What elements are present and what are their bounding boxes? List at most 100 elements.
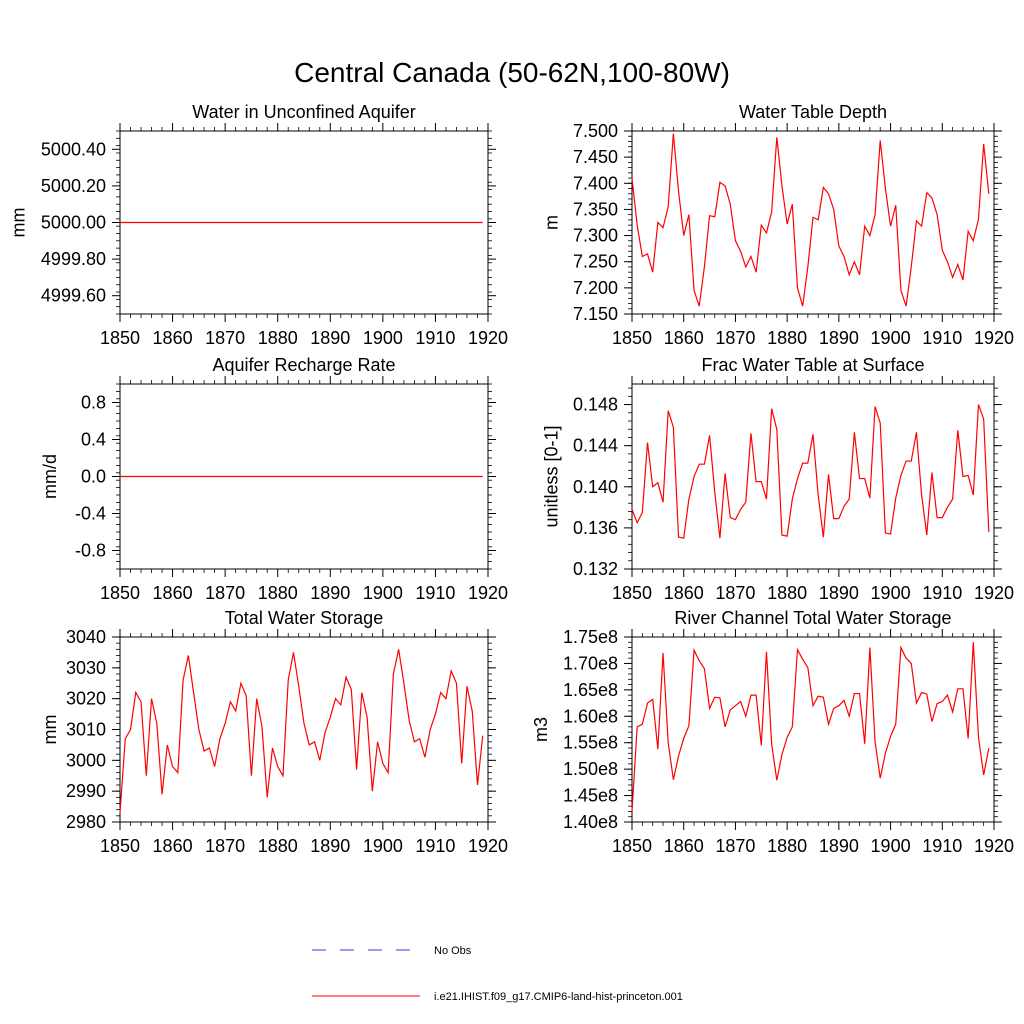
x-tick-label: 1880 bbox=[767, 583, 807, 603]
x-tick-label: 1890 bbox=[819, 583, 859, 603]
chart-panel: River Channel Total Water Storage 1850 186… bbox=[531, 608, 1014, 856]
x-tick-label: 1920 bbox=[468, 836, 508, 856]
x-tick-label: 1910 bbox=[415, 836, 455, 856]
series-line bbox=[119, 649, 484, 813]
x-tick-label: 1920 bbox=[468, 328, 508, 348]
y-axis-label: mm/d bbox=[40, 454, 60, 499]
x-tick-label: 1860 bbox=[153, 836, 193, 856]
y-tick-label: -0.4 bbox=[75, 504, 106, 524]
y-tick-label: 2980 bbox=[66, 812, 106, 832]
x-tick-label: 1860 bbox=[664, 328, 704, 348]
x-tick-label: 1870 bbox=[715, 328, 755, 348]
y-tick-label: 7.200 bbox=[573, 278, 618, 298]
y-tick-label: 5000.00 bbox=[41, 213, 106, 233]
chart-title: River Channel Total Water Storage bbox=[674, 608, 951, 628]
y-axis-label: m3 bbox=[531, 717, 551, 742]
x-tick-label: 1880 bbox=[258, 328, 298, 348]
x-tick-label: 1850 bbox=[612, 328, 652, 348]
x-tick-label: 1860 bbox=[153, 583, 193, 603]
x-tick-label: 1920 bbox=[974, 583, 1014, 603]
chart-title: Aquifer Recharge Rate bbox=[212, 355, 395, 375]
y-tick-label: 3030 bbox=[66, 658, 106, 678]
series-line bbox=[631, 133, 990, 307]
x-tick-label: 1850 bbox=[612, 836, 652, 856]
panels: Water in Unconfined Aquifer 1850 1860 1870 1… bbox=[9, 102, 1015, 856]
y-tick-label: 3040 bbox=[66, 627, 106, 647]
plot-frame bbox=[631, 636, 995, 823]
x-tick-label: 1870 bbox=[715, 836, 755, 856]
y-tick-label: 7.250 bbox=[573, 252, 618, 272]
x-tick-label: 1850 bbox=[100, 328, 140, 348]
x-tick-label: 1850 bbox=[100, 583, 140, 603]
legend-label: No Obs bbox=[434, 945, 472, 957]
x-tick-label: 1910 bbox=[922, 836, 962, 856]
y-tick-label: 1.55e8 bbox=[563, 733, 618, 753]
x-tick-label: 1870 bbox=[715, 583, 755, 603]
x-tick-label: 1920 bbox=[974, 836, 1014, 856]
x-tick-label: 1850 bbox=[100, 836, 140, 856]
y-tick-label: 4999.60 bbox=[41, 286, 106, 306]
y-tick-label: 3000 bbox=[66, 750, 106, 770]
x-tick-label: 1900 bbox=[871, 583, 911, 603]
y-axis-label: mm bbox=[40, 715, 60, 745]
chart-title: Total Water Storage bbox=[225, 608, 383, 628]
y-axis-label: unitless [0-1] bbox=[542, 425, 562, 527]
x-tick-label: 1870 bbox=[205, 328, 245, 348]
y-tick-label: 7.450 bbox=[573, 147, 618, 167]
x-tick-label: 1860 bbox=[664, 583, 704, 603]
y-axis-label: m bbox=[542, 215, 562, 230]
x-tick-label: 1920 bbox=[974, 328, 1014, 348]
x-tick-label: 1860 bbox=[153, 328, 193, 348]
y-tick-label: 3020 bbox=[66, 689, 106, 709]
y-tick-label: 1.70e8 bbox=[563, 653, 618, 673]
chart-title: Water in Unconfined Aquifer bbox=[192, 102, 415, 122]
x-tick-label: 1910 bbox=[922, 583, 962, 603]
y-tick-label: 0.4 bbox=[81, 430, 106, 450]
x-tick-label: 1900 bbox=[363, 328, 403, 348]
x-tick-label: 1880 bbox=[767, 836, 807, 856]
y-tick-label: 3010 bbox=[66, 720, 106, 740]
y-tick-label: 7.150 bbox=[573, 304, 618, 324]
y-tick-label: 1.60e8 bbox=[563, 706, 618, 726]
chart-panel: Aquifer Recharge Rate 1850 1860 1870 1880 189… bbox=[40, 355, 508, 603]
x-tick-label: 1890 bbox=[310, 583, 350, 603]
y-tick-label: 0.8 bbox=[81, 393, 106, 413]
y-tick-label: 0.148 bbox=[573, 395, 618, 415]
y-tick-label: 1.75e8 bbox=[563, 627, 618, 647]
series-line bbox=[631, 404, 990, 539]
plot-frame bbox=[119, 636, 489, 823]
chart-panel: Water Table Depth 1850 1860 1870 1880 1890 190… bbox=[542, 102, 1015, 348]
x-tick-label: 1900 bbox=[871, 328, 911, 348]
y-tick-label: 7.350 bbox=[573, 199, 618, 219]
x-tick-label: 1910 bbox=[922, 328, 962, 348]
y-tick-label: 4999.80 bbox=[41, 249, 106, 269]
y-tick-label: 5000.20 bbox=[41, 176, 106, 196]
x-tick-label: 1910 bbox=[415, 328, 455, 348]
y-tick-label: 0.0 bbox=[81, 467, 106, 487]
x-tick-label: 1880 bbox=[767, 328, 807, 348]
chart-panel: Total Water Storage 1850 1860 1870 1880 1890 1… bbox=[40, 608, 508, 856]
x-tick-label: 1890 bbox=[310, 328, 350, 348]
y-tick-label: 7.300 bbox=[573, 226, 618, 246]
chart-title: Water Table Depth bbox=[739, 102, 887, 122]
legend-label: i.e21.IHIST.f09_g17.CMIP6-land-hist-prin… bbox=[434, 991, 683, 1003]
plot-frame bbox=[631, 383, 995, 570]
y-tick-label: 0.136 bbox=[573, 518, 618, 538]
x-tick-label: 1890 bbox=[819, 328, 859, 348]
x-tick-label: 1900 bbox=[363, 583, 403, 603]
x-tick-label: 1880 bbox=[258, 836, 298, 856]
legend: No Obs i.e21.IHIST.f09_g17.CMIP6-land-his… bbox=[312, 945, 683, 1003]
x-tick-label: 1850 bbox=[612, 583, 652, 603]
chart-panel: Frac Water Table at Surface 1850 1860 1870 1… bbox=[542, 355, 1015, 603]
figure-title: Central Canada (50-62N,100-80W) bbox=[294, 57, 730, 88]
y-axis-label: mm bbox=[9, 208, 29, 238]
x-tick-label: 1890 bbox=[819, 836, 859, 856]
y-tick-label: 1.50e8 bbox=[563, 759, 618, 779]
y-tick-label: 5000.40 bbox=[41, 139, 106, 159]
chart-title: Frac Water Table at Surface bbox=[701, 355, 924, 375]
x-tick-label: 1900 bbox=[871, 836, 911, 856]
y-tick-label: 0.140 bbox=[573, 477, 618, 497]
x-tick-label: 1870 bbox=[205, 836, 245, 856]
x-tick-label: 1870 bbox=[205, 583, 245, 603]
